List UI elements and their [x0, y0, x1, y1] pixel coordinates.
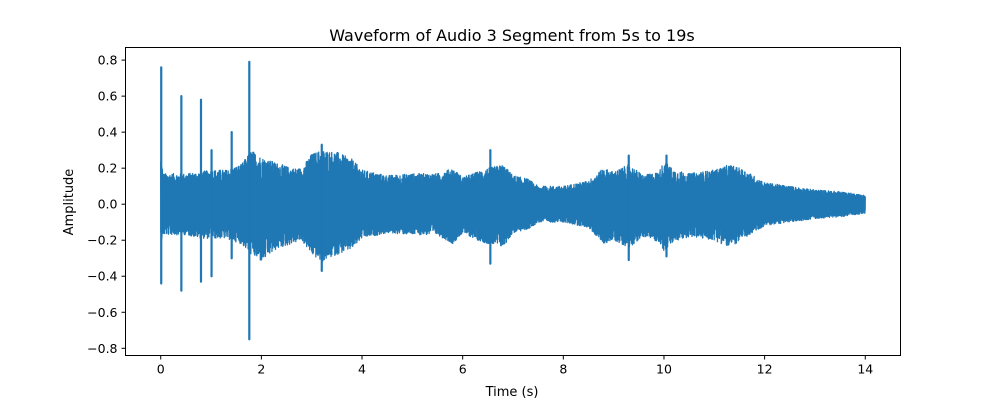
y-tick-label: −0.8: [87, 341, 117, 356]
x-tick-label: 4: [358, 362, 366, 377]
x-tick-label: 10: [656, 362, 672, 377]
plot-frame: [125, 47, 901, 356]
y-tick-label: 0.2: [98, 161, 118, 176]
x-tick-label: 2: [257, 362, 265, 377]
x-axis: 0 2 4 6 8 10 12 14: [157, 355, 873, 377]
x-axis-label: Time (s): [485, 385, 539, 400]
y-tick-label: −0.2: [87, 233, 117, 248]
plot-area: [160, 60, 866, 341]
y-axis-label: Amplitude: [62, 169, 77, 236]
y-tick-label: −0.4: [87, 269, 117, 284]
y-tick-label: 0.6: [98, 89, 118, 104]
y-tick-label: 0.4: [98, 125, 118, 140]
waveform-line: [160, 151, 866, 262]
x-tick-label: 12: [757, 362, 773, 377]
x-tick-label: 6: [459, 362, 467, 377]
x-tick-label: 14: [857, 362, 873, 377]
chart-title: Waveform of Audio 3 Segment from 5s to 1…: [329, 26, 695, 45]
y-tick-label: 0.8: [98, 53, 118, 68]
y-tick-label: 0.0: [98, 197, 118, 212]
y-axis: 0.8 0.6 0.4 0.2 0.0 −0.2 −0.4 −0.6 −0.8: [87, 53, 126, 356]
y-tick-label: −0.6: [87, 305, 117, 320]
x-tick-label: 0: [157, 362, 165, 377]
x-tick-label: 8: [559, 362, 567, 377]
